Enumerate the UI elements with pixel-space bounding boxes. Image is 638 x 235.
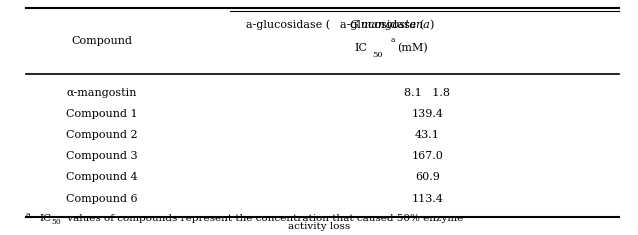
Text: Compound 4: Compound 4 (66, 172, 138, 182)
Text: a: a (391, 36, 396, 44)
Text: Compound 6: Compound 6 (66, 194, 138, 204)
Text: a-glucosidase (: a-glucosidase ( (340, 20, 424, 30)
Text: (mM): (mM) (397, 43, 428, 53)
Text: ): ) (429, 20, 434, 30)
Text: 60.9: 60.9 (415, 172, 440, 182)
Text: Compound 1: Compound 1 (66, 109, 138, 119)
Text: Compound: Compound (71, 36, 133, 46)
Text: a-glucosidase (: a-glucosidase ( (246, 20, 330, 30)
Text: 43.1: 43.1 (415, 130, 440, 140)
Text: a: a (26, 211, 31, 219)
Text: 113.4: 113.4 (412, 194, 443, 204)
Text: 8.1   1.8: 8.1 1.8 (404, 88, 450, 98)
Text: activity loss: activity loss (288, 222, 350, 231)
Text: Compound 3: Compound 3 (66, 151, 138, 161)
Text: G.mangostana: G.mangostana (350, 20, 431, 30)
Text: 167.0: 167.0 (412, 151, 443, 161)
Text: Compound 2: Compound 2 (66, 130, 138, 140)
Text: IC: IC (40, 214, 52, 223)
Text: 139.4: 139.4 (412, 109, 443, 119)
Text: IC: IC (354, 43, 367, 53)
Text: α-mangostin: α-mangostin (67, 88, 137, 98)
Text: 50: 50 (51, 218, 61, 226)
Text: 50: 50 (372, 51, 383, 59)
Text: values of compounds represent the concentration that caused 50% enzyme: values of compounds represent the concen… (64, 214, 463, 223)
